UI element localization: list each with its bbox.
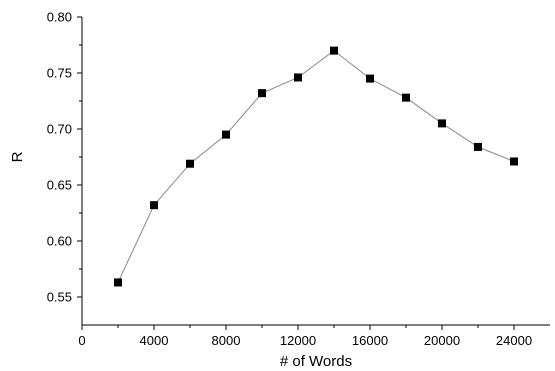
data-point bbox=[222, 130, 230, 139]
x-tick-label: 12000 bbox=[280, 333, 316, 348]
series-line bbox=[117, 49, 515, 283]
data-point bbox=[186, 159, 194, 168]
data-point bbox=[402, 93, 410, 102]
y-axis-label: R bbox=[9, 151, 26, 162]
x-tick-label: 0 bbox=[78, 333, 85, 348]
data-point bbox=[114, 278, 122, 287]
x-tick-label: 8000 bbox=[212, 333, 241, 348]
x-tick-label: 20000 bbox=[424, 333, 460, 348]
series bbox=[114, 46, 518, 287]
x-tick-label: 16000 bbox=[352, 333, 388, 348]
data-point bbox=[366, 74, 374, 83]
data-point bbox=[150, 201, 158, 210]
x-axis-label: # of Words bbox=[280, 353, 352, 370]
y-tick-label: 0.55 bbox=[47, 290, 72, 305]
x-tick-label: 4000 bbox=[140, 333, 169, 348]
y-tick-label: 0.75 bbox=[47, 66, 72, 81]
data-point bbox=[438, 119, 446, 128]
axes bbox=[81, 17, 550, 326]
y-tick-label: 0.80 bbox=[47, 10, 72, 25]
y-ticks: 0.55 0.60 0.65 0.70 0.75 0.80 bbox=[47, 10, 82, 305]
data-point bbox=[258, 89, 266, 98]
data-point bbox=[294, 73, 302, 82]
x-ticks: 0 4000 8000 12000 16000 20000 24000 bbox=[78, 325, 532, 348]
x-tick-label: 24000 bbox=[496, 333, 532, 348]
data-point bbox=[474, 142, 482, 151]
y-tick-label: 0.60 bbox=[47, 234, 72, 249]
data-point bbox=[330, 46, 338, 55]
y-tick-label: 0.65 bbox=[47, 178, 72, 193]
y-tick-label: 0.70 bbox=[47, 122, 72, 137]
data-point bbox=[510, 157, 518, 166]
